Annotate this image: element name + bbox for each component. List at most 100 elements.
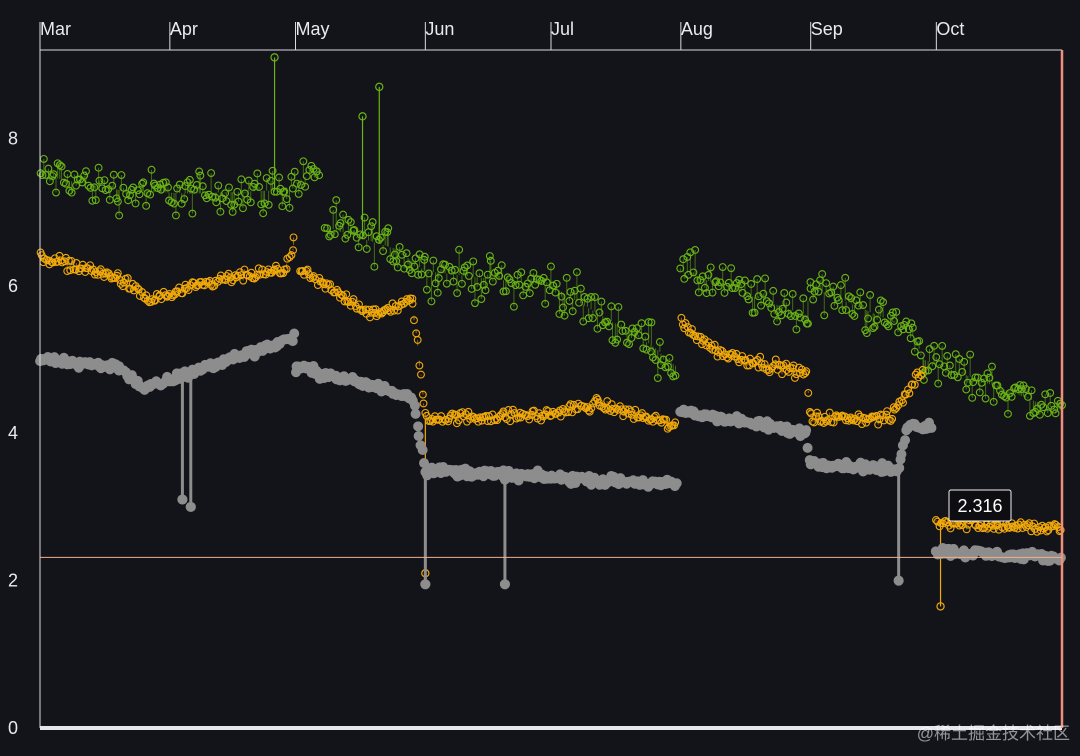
- data-point: [395, 243, 404, 251]
- data-point: [882, 320, 891, 329]
- data-point: [529, 268, 538, 277]
- data-point: [424, 269, 433, 278]
- data-point: [916, 351, 925, 360]
- data-point: [728, 284, 737, 293]
- data-point: [1021, 385, 1030, 394]
- data-point: [856, 288, 865, 297]
- data-point: [257, 200, 266, 209]
- data-point: [760, 360, 769, 369]
- data-point: [930, 341, 939, 350]
- data-point: [804, 389, 813, 397]
- data-point: [651, 411, 660, 420]
- data-point: [52, 188, 60, 197]
- data-point: [400, 264, 409, 273]
- data-point: [420, 252, 429, 261]
- data-point: [411, 254, 420, 263]
- data-point: [945, 361, 954, 370]
- data-point: [429, 256, 438, 265]
- x-tick-label: May: [296, 19, 330, 39]
- data-point: [419, 399, 428, 408]
- data-point: [1046, 389, 1055, 397]
- data-point: [560, 407, 569, 416]
- data-point: [109, 170, 118, 179]
- data-point: [138, 179, 147, 188]
- data-point: [946, 524, 955, 533]
- data-point: [621, 326, 630, 335]
- data-point: [914, 373, 923, 382]
- outlier-point: [185, 501, 196, 513]
- data-point: [603, 317, 611, 326]
- data-point: [503, 273, 512, 282]
- data-point: [1004, 409, 1012, 418]
- data-point: [374, 309, 383, 318]
- data-point: [569, 400, 578, 409]
- data-point: [402, 249, 411, 258]
- data-point: [481, 286, 490, 295]
- data-point: [981, 394, 990, 403]
- data-point: [108, 181, 117, 190]
- data-point: [315, 171, 324, 180]
- data-point: [384, 306, 393, 315]
- data-point: [163, 291, 172, 300]
- data-point: [486, 256, 495, 265]
- data-point: [1051, 409, 1060, 418]
- data-point: [222, 272, 231, 281]
- data-point: [680, 274, 689, 283]
- data-point: [621, 405, 630, 414]
- data-point: [917, 371, 926, 380]
- data-point: [1017, 385, 1026, 394]
- data-point: [337, 290, 346, 299]
- data-point: [415, 361, 424, 370]
- data-point: [344, 215, 353, 224]
- data-point: [437, 265, 445, 274]
- data-point: [525, 415, 534, 424]
- x-tick-label: Sep: [811, 19, 843, 39]
- data-point: [584, 406, 593, 415]
- data-point: [613, 335, 622, 344]
- data-point: [537, 416, 545, 425]
- data-point: [870, 322, 879, 331]
- data-point: [546, 262, 555, 271]
- data-point: [297, 180, 305, 189]
- x-tick-label: Mar: [40, 19, 71, 39]
- data-point: [623, 338, 631, 347]
- data-point: [384, 224, 393, 233]
- data-point: [799, 294, 808, 303]
- data-point: [960, 357, 969, 366]
- data-point: [538, 411, 547, 420]
- data-point: [899, 325, 908, 334]
- data-point: [232, 273, 241, 282]
- data-point: [562, 273, 571, 282]
- data-point: [727, 264, 736, 273]
- data-point: [958, 368, 967, 376]
- data-point: [710, 340, 719, 349]
- data-point: [361, 305, 370, 314]
- data-point: [708, 288, 717, 297]
- data-point: [501, 287, 510, 296]
- value-tooltip: 2.316: [948, 489, 1012, 522]
- data-point: [879, 298, 888, 307]
- data-point: [460, 263, 469, 272]
- data-point: [825, 408, 834, 417]
- data-point: [778, 370, 786, 379]
- data-point: [188, 209, 197, 218]
- data-point: [876, 296, 885, 305]
- series-layer: [35, 53, 1066, 611]
- data-point: [225, 183, 233, 192]
- data-point: [183, 178, 192, 187]
- data-point: [285, 253, 294, 262]
- data-point: [332, 196, 341, 205]
- data-point: [696, 332, 705, 341]
- data-point: [924, 366, 933, 375]
- data-point: [814, 287, 823, 296]
- data-point: [305, 165, 314, 174]
- data-point: [433, 288, 442, 297]
- data-point: [769, 286, 778, 295]
- data-point: [246, 198, 255, 207]
- data-point: [469, 257, 478, 266]
- data-point: [585, 407, 594, 416]
- data-point: [566, 287, 575, 296]
- data-point: [969, 378, 978, 387]
- data-point: [644, 318, 653, 327]
- outlier-point: [420, 579, 431, 590]
